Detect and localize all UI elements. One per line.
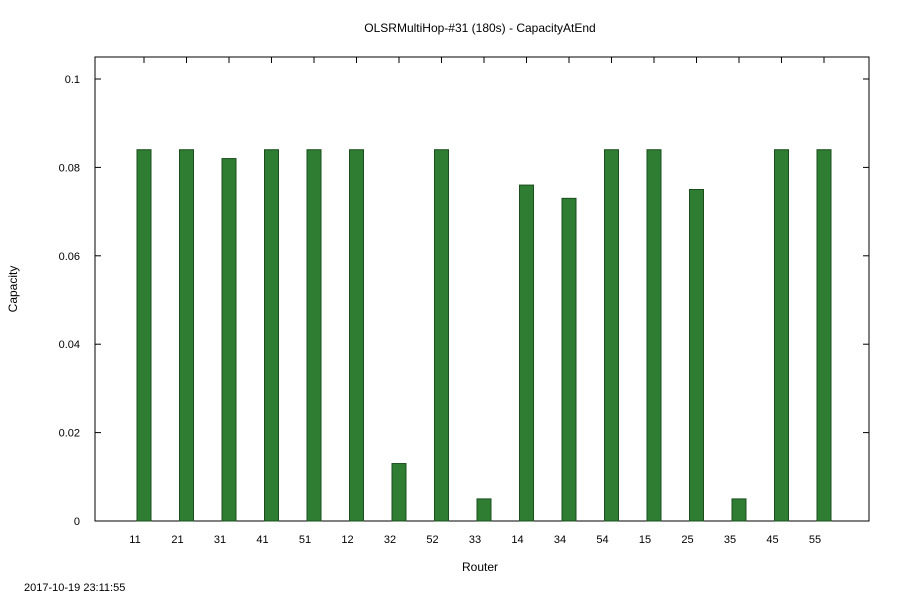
- x-tick-label: 11: [129, 534, 140, 546]
- chart-title: OLSRMultiHop-#31 (180s) - CapacityAtEnd: [364, 21, 595, 35]
- bar-router-41: [264, 149, 279, 522]
- x-tick-label: 33: [469, 534, 481, 546]
- y-tick-label: 0.08: [59, 162, 80, 174]
- bar-router-54: [604, 149, 619, 522]
- bar-router-55: [816, 149, 832, 522]
- timestamp: 2017-10-19 23:11:55: [24, 582, 126, 594]
- bar-router-11: [136, 149, 152, 522]
- y-axis: 0 0.02 0.04 0.06 0.08 0.1: [59, 74, 869, 528]
- x-tick-label: 55: [809, 534, 821, 546]
- plot-frame: [94, 56, 870, 522]
- x-tick-label: 21: [171, 534, 183, 546]
- x-tick-label: 34: [554, 534, 566, 546]
- x-tick-label: 41: [256, 534, 268, 546]
- bar-router-34: [561, 197, 577, 522]
- x-tick-label: 45: [766, 534, 778, 546]
- bar-router-51: [306, 149, 322, 522]
- y-axis-label: Capacity: [6, 266, 20, 313]
- bar-router-14: [519, 184, 534, 522]
- bar-router-35: [731, 498, 747, 522]
- x-tick-label: 12: [341, 534, 353, 546]
- bar-router-31: [221, 158, 237, 522]
- bar-series: [136, 149, 832, 522]
- x-tick-label: 54: [596, 534, 608, 546]
- bar-router-21: [179, 149, 194, 522]
- x-tick-label: 52: [426, 534, 438, 546]
- x-tick-label: 35: [724, 534, 736, 546]
- bar-router-52: [434, 149, 449, 522]
- bar-router-25: [689, 189, 704, 522]
- x-tick-label: 31: [214, 534, 226, 546]
- y-tick-label: 0.1: [65, 74, 80, 86]
- x-tick-label: 32: [384, 534, 396, 546]
- bar-router-15: [646, 149, 662, 522]
- x-tick-label: 15: [639, 534, 651, 546]
- bar-router-32: [391, 463, 407, 522]
- x-tick-label: 25: [681, 534, 693, 546]
- y-tick-label: 0: [74, 516, 80, 528]
- x-tick-label: 51: [299, 534, 311, 546]
- y-tick-label: 0.04: [59, 339, 80, 351]
- bar-router-33: [476, 498, 492, 522]
- y-tick-label: 0.06: [59, 251, 80, 263]
- y-tick-label: 0.02: [59, 428, 80, 440]
- bar-router-12: [349, 149, 364, 522]
- bar-router-45: [774, 149, 789, 522]
- x-tick-label: 14: [511, 534, 523, 546]
- x-axis-label: Router: [462, 560, 498, 574]
